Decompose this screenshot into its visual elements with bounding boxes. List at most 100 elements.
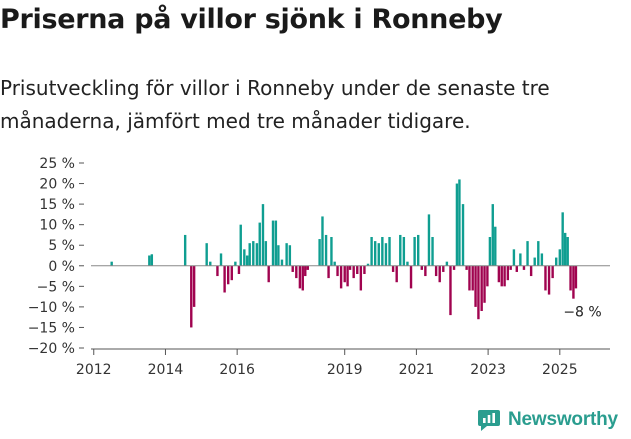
bar	[243, 249, 246, 266]
bar	[500, 265, 503, 287]
bar	[373, 241, 377, 266]
newsworthy-logo-text: Newsworthy	[508, 409, 618, 430]
bar	[515, 265, 518, 272]
bar	[267, 265, 270, 283]
bar	[402, 237, 406, 266]
bar	[395, 265, 398, 283]
bar	[327, 265, 330, 279]
bar	[488, 237, 492, 266]
bar	[558, 249, 562, 266]
bar	[333, 261, 336, 266]
bar	[486, 265, 489, 287]
bar	[452, 265, 456, 270]
bar	[252, 241, 255, 266]
bar	[280, 259, 284, 266]
bar	[547, 265, 551, 295]
bar	[226, 265, 230, 285]
y-tick-label: 15 %	[39, 197, 75, 213]
bar	[512, 249, 516, 266]
bar	[455, 183, 459, 266]
bar	[427, 214, 431, 266]
x-tick-label: 2012	[76, 362, 112, 378]
bar	[339, 265, 343, 289]
bar	[321, 216, 324, 266]
bar	[377, 243, 380, 266]
bar	[424, 265, 427, 277]
bar	[274, 220, 278, 266]
bar	[529, 265, 533, 277]
bar	[551, 265, 554, 279]
bar	[363, 265, 366, 274]
bar	[219, 253, 223, 266]
bar	[336, 265, 339, 277]
bar	[497, 265, 501, 283]
bar	[304, 265, 307, 277]
bars	[110, 179, 578, 328]
y-tick-label: −5 %	[37, 279, 75, 295]
bar	[248, 243, 251, 266]
x-tick-label: 2019	[327, 362, 363, 378]
bar	[526, 241, 529, 266]
x-tick-label: 2016	[219, 362, 255, 378]
page-title: Priserna på villor sjönk i Ronneby	[0, 4, 503, 35]
bar	[318, 239, 321, 266]
x-tick-label: 2021	[399, 362, 435, 378]
bar	[239, 224, 242, 266]
bar	[258, 222, 261, 266]
y-tick-label: −20 %	[28, 341, 75, 357]
bar	[223, 265, 226, 293]
bar	[509, 265, 512, 270]
bar	[413, 237, 416, 266]
bar	[348, 265, 352, 270]
bar	[563, 232, 567, 266]
bar	[234, 261, 237, 266]
bar	[291, 265, 294, 272]
bar	[566, 237, 569, 266]
bar	[261, 204, 265, 266]
bar	[474, 265, 477, 307]
bar	[544, 265, 547, 291]
bar	[540, 253, 544, 266]
y-tick-label: 25 %	[39, 156, 75, 172]
bar	[434, 265, 438, 277]
bar	[461, 204, 465, 266]
bar	[216, 265, 219, 277]
bar	[277, 245, 280, 266]
bar	[245, 255, 249, 266]
bar	[465, 265, 468, 270]
x-axis: 2012 2014 2016 2019 2021 2023 2025	[76, 265, 610, 378]
bar	[271, 220, 275, 266]
y-tick-label: −15 %	[28, 320, 75, 336]
bar	[230, 265, 233, 281]
last-value-annotation: −8 %	[563, 305, 601, 321]
bar	[150, 254, 154, 266]
bar	[468, 265, 471, 291]
bar	[285, 243, 288, 266]
bar	[480, 265, 483, 311]
bar	[384, 243, 388, 266]
bar	[506, 265, 510, 281]
bar	[420, 265, 423, 270]
bar	[343, 265, 346, 283]
bar	[522, 265, 526, 270]
bar	[406, 261, 409, 266]
x-tick-label: 2025	[542, 362, 578, 378]
newsworthy-logo: Newsworthy	[476, 407, 618, 433]
bar	[381, 237, 384, 266]
bar	[391, 265, 395, 272]
bar	[352, 265, 355, 279]
bar	[438, 265, 441, 283]
bar	[494, 226, 497, 266]
bar	[483, 265, 486, 303]
bar	[491, 204, 494, 266]
bar	[255, 243, 259, 266]
bar	[301, 265, 304, 291]
bar	[359, 265, 363, 291]
bar	[264, 241, 268, 266]
bar	[417, 234, 420, 266]
bar	[324, 234, 328, 266]
bar	[205, 243, 208, 266]
newsworthy-logo-icon	[478, 410, 500, 431]
bar	[298, 265, 302, 289]
bar	[574, 265, 578, 289]
